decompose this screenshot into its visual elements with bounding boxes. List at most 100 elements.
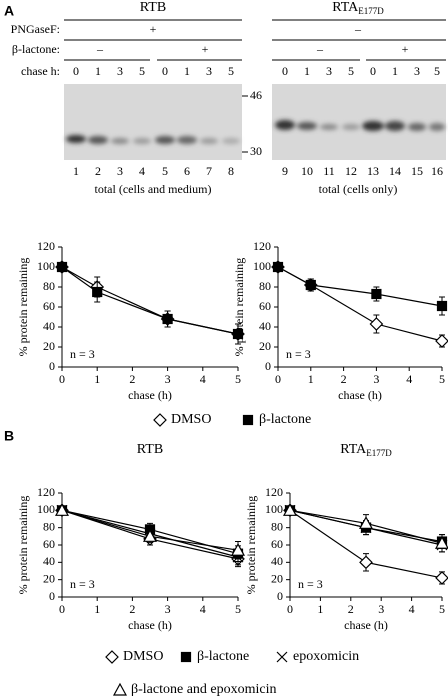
lane-number: 5 bbox=[162, 164, 168, 178]
y-tick-label: 120 bbox=[37, 485, 55, 499]
y-tick-label: 100 bbox=[265, 502, 283, 516]
y-tick-label: 120 bbox=[253, 239, 271, 253]
chase-label: 3 bbox=[414, 64, 420, 78]
y-tick-label: 100 bbox=[253, 259, 271, 273]
x-tick-label: 3 bbox=[165, 602, 171, 616]
title-text: RTA bbox=[340, 442, 367, 457]
x-axis-label: chase (h) bbox=[344, 618, 388, 632]
x-tick-label: 2 bbox=[348, 602, 354, 616]
y-tick-label: 20 bbox=[271, 571, 283, 585]
chase-label: 1 bbox=[95, 64, 101, 78]
legend-marker bbox=[276, 651, 288, 663]
y-tick-label: 20 bbox=[43, 571, 55, 585]
marker bbox=[272, 261, 284, 273]
chase-label: 0 bbox=[282, 64, 288, 78]
marker bbox=[435, 334, 448, 348]
marker bbox=[305, 279, 316, 291]
chase-label: 0 bbox=[370, 64, 376, 78]
chase-label: 0 bbox=[162, 64, 168, 78]
y-axis-label: % protein remaining bbox=[16, 496, 30, 595]
y-tick-label: 0 bbox=[265, 359, 271, 373]
x-axis-label: chase (h) bbox=[128, 618, 172, 632]
legend-label: DMSO bbox=[123, 649, 163, 664]
x-tick-label: 0 bbox=[287, 602, 293, 616]
header-lines bbox=[64, 19, 446, 61]
chase-label: 3 bbox=[206, 64, 212, 78]
marker bbox=[434, 536, 448, 549]
y-tick-label: 0 bbox=[49, 359, 55, 373]
row-label: β-lactone: bbox=[12, 42, 60, 56]
y-axis-label: % protein remaining bbox=[232, 258, 246, 357]
x-tick-label: 5 bbox=[235, 372, 241, 386]
x-tick-label: 0 bbox=[59, 372, 65, 386]
x-tick-label: 4 bbox=[406, 372, 412, 386]
x-axis-label: chase (h) bbox=[338, 388, 382, 402]
legend-label: β-lactone bbox=[197, 649, 249, 664]
pngasef-sign: + bbox=[150, 22, 157, 36]
x-tick-label: 3 bbox=[373, 372, 379, 386]
lactone-sign: – bbox=[96, 42, 104, 56]
y-tick-label: 40 bbox=[43, 319, 55, 333]
chase-label: 3 bbox=[326, 64, 332, 78]
legend-label: β-lactone and epoxomicin bbox=[131, 682, 277, 697]
chase-label: 5 bbox=[434, 64, 440, 78]
lane-number: 16 bbox=[431, 164, 443, 178]
lane-number: 11 bbox=[323, 164, 335, 178]
series-line bbox=[277, 266, 443, 342]
x-tick-label: 5 bbox=[439, 372, 445, 386]
gel-left bbox=[64, 84, 242, 160]
y-tick-label: 80 bbox=[259, 279, 271, 293]
lane-number: 10 bbox=[301, 164, 313, 178]
marker bbox=[358, 516, 374, 529]
annotation: n = 3 bbox=[70, 577, 95, 591]
chase-label: 5 bbox=[228, 64, 234, 78]
y-tick-label: 80 bbox=[271, 519, 283, 533]
marker bbox=[371, 288, 382, 300]
series-line bbox=[277, 266, 443, 307]
chase-label: 1 bbox=[392, 64, 398, 78]
lane-number: 14 bbox=[389, 164, 401, 178]
marker bbox=[435, 571, 448, 585]
lane-number: 3 bbox=[117, 164, 123, 178]
x-tick-label: 1 bbox=[308, 372, 314, 386]
y-tick-label: 40 bbox=[271, 554, 283, 568]
x-tick-label: 4 bbox=[200, 602, 206, 616]
legend-label: DMSO bbox=[171, 412, 211, 427]
x-tick-label: 2 bbox=[129, 372, 135, 386]
gel-right bbox=[272, 84, 446, 160]
marker bbox=[436, 300, 448, 312]
marker bbox=[54, 503, 70, 516]
marker bbox=[230, 542, 246, 556]
y-tick-label: 20 bbox=[259, 339, 271, 353]
lane-number: 6 bbox=[184, 164, 190, 178]
y-axis-label: % protein remaining bbox=[16, 258, 30, 357]
x-tick-label: 1 bbox=[94, 372, 100, 386]
y-tick-label: 60 bbox=[259, 299, 271, 313]
lactone-sign: – bbox=[316, 42, 324, 56]
y-tick-label: 0 bbox=[277, 589, 283, 603]
chase-label: 3 bbox=[117, 64, 123, 78]
y-tick-label: 100 bbox=[37, 502, 55, 516]
y-tick-label: 60 bbox=[43, 299, 55, 313]
x-tick-label: 0 bbox=[275, 372, 281, 386]
y-tick-label: 120 bbox=[265, 485, 283, 499]
x-tick-label: 3 bbox=[165, 372, 171, 386]
annotation: n = 3 bbox=[286, 347, 311, 361]
y-tick-label: 20 bbox=[43, 339, 55, 353]
series-line bbox=[61, 266, 239, 335]
lane-number: 7 bbox=[206, 164, 212, 178]
legend-label: β-lactone bbox=[259, 412, 311, 427]
y-tick-label: 0 bbox=[49, 589, 55, 603]
series-line bbox=[61, 266, 239, 335]
lane-number: 2 bbox=[95, 164, 101, 178]
gel-title: RTB bbox=[140, 0, 166, 15]
chart-title: RTB bbox=[137, 442, 163, 457]
lane-number: 15 bbox=[411, 164, 423, 178]
lane-number: 4 bbox=[139, 164, 145, 178]
y-tick-label: 40 bbox=[43, 554, 55, 568]
marker bbox=[56, 261, 68, 273]
lactone-sign: + bbox=[402, 42, 409, 56]
x-tick-label: 1 bbox=[94, 602, 100, 616]
chase-label: 0 bbox=[73, 64, 79, 78]
